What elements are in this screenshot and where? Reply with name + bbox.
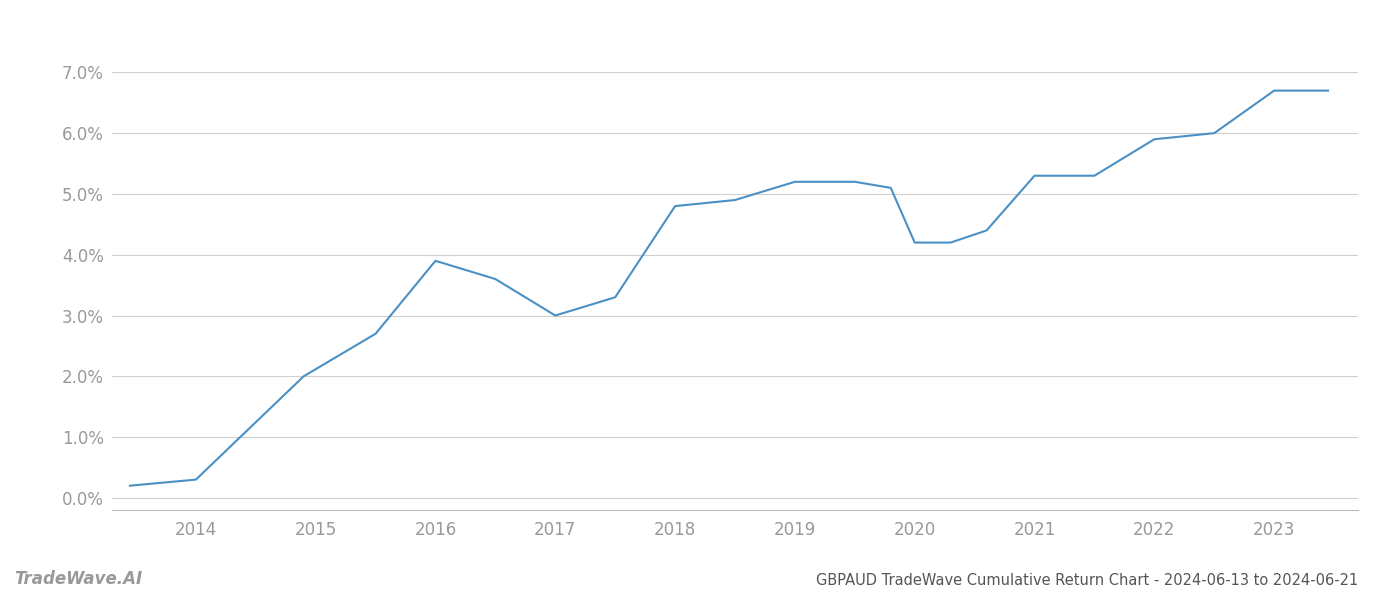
Text: GBPAUD TradeWave Cumulative Return Chart - 2024-06-13 to 2024-06-21: GBPAUD TradeWave Cumulative Return Chart…	[816, 573, 1358, 588]
Text: TradeWave.AI: TradeWave.AI	[14, 570, 143, 588]
